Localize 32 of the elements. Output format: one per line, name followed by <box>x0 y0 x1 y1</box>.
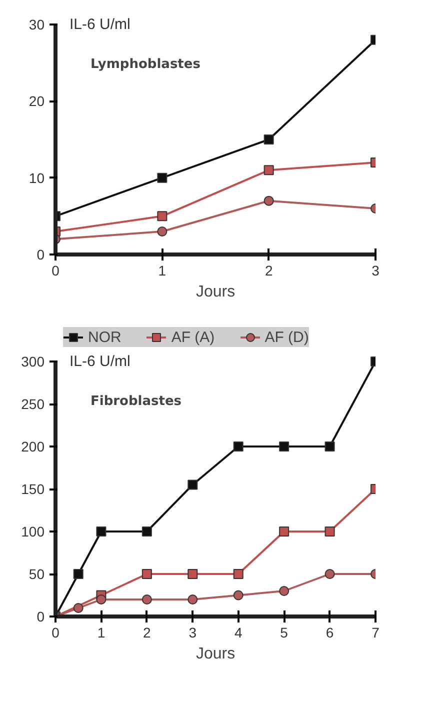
x-tick-label: 0 <box>52 262 60 278</box>
x-tick-label: 3 <box>372 262 380 278</box>
legend-label: NOR <box>88 328 122 346</box>
y-tick-label: 200 <box>21 438 45 454</box>
x-tick-label: 5 <box>280 624 288 640</box>
y-tick-label: 150 <box>21 481 45 497</box>
x-tick-label: 2 <box>143 624 152 640</box>
x-tick-label: 7 <box>372 624 380 640</box>
x-tick-label: 3 <box>188 624 197 640</box>
text: Lymphoblastes <box>90 57 201 72</box>
y-tick-label: 30 <box>28 16 45 32</box>
y-axis-title: IL-6 U/ml <box>70 353 130 370</box>
legend-label: AF (A) <box>171 328 215 346</box>
x-tick-label: 1 <box>158 262 166 278</box>
x-axis-title: Jours <box>196 646 236 662</box>
y-tick-label: 50 <box>28 566 45 582</box>
y-axis-title: IL-6 U/ml <box>70 16 130 33</box>
x-tick-label: 0 <box>52 624 60 640</box>
y-tick-label: 100 <box>21 524 45 540</box>
y-tick-label: 0 <box>36 608 45 624</box>
x-axis-title: Jours <box>196 284 236 300</box>
x-tick-label: 2 <box>264 262 273 278</box>
y-tick-label: 20 <box>28 93 45 110</box>
legend-label: AF (D) <box>264 328 309 346</box>
y-tick-label: 250 <box>21 396 45 412</box>
text: Fibroblastes <box>90 394 182 409</box>
y-tick-label: 0 <box>36 246 45 262</box>
x-tick-label: 1 <box>97 624 106 640</box>
x-tick-label: 6 <box>326 624 334 640</box>
y-tick-label: 10 <box>28 170 45 186</box>
y-tick-label: 300 <box>21 354 45 370</box>
x-tick-label: 4 <box>234 624 242 640</box>
